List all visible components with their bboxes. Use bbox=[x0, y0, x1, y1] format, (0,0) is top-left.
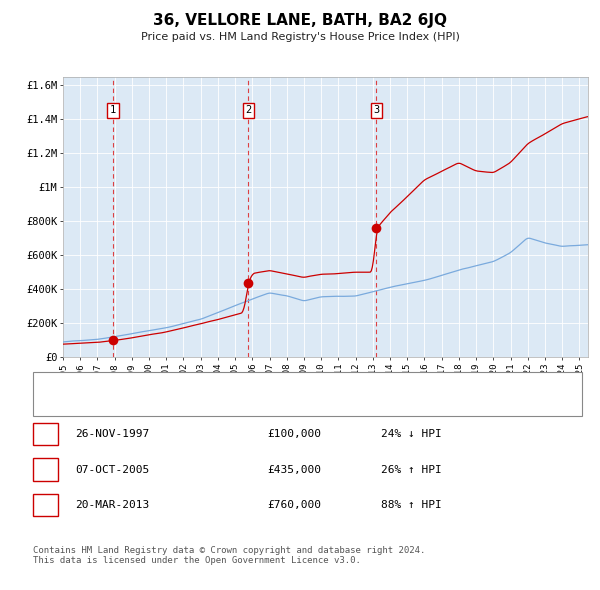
Text: 36, VELLORE LANE, BATH, BA2 6JQ: 36, VELLORE LANE, BATH, BA2 6JQ bbox=[153, 13, 447, 28]
Text: 3: 3 bbox=[373, 106, 380, 115]
Text: 26-NOV-1997: 26-NOV-1997 bbox=[75, 430, 149, 439]
Text: 3: 3 bbox=[42, 500, 49, 510]
Text: 07-OCT-2005: 07-OCT-2005 bbox=[75, 465, 149, 474]
Text: 20-MAR-2013: 20-MAR-2013 bbox=[75, 500, 149, 510]
Text: 24% ↓ HPI: 24% ↓ HPI bbox=[381, 430, 442, 439]
Text: 88% ↑ HPI: 88% ↑ HPI bbox=[381, 500, 442, 510]
Text: Contains HM Land Registry data © Crown copyright and database right 2024.
This d: Contains HM Land Registry data © Crown c… bbox=[33, 546, 425, 565]
Text: 36, VELLORE LANE, BATH, BA2 6JQ (detached house): 36, VELLORE LANE, BATH, BA2 6JQ (detache… bbox=[78, 379, 378, 389]
Text: 2: 2 bbox=[245, 106, 251, 115]
Text: £760,000: £760,000 bbox=[267, 500, 321, 510]
Text: 2: 2 bbox=[42, 465, 49, 474]
Text: 26% ↑ HPI: 26% ↑ HPI bbox=[381, 465, 442, 474]
Text: HPI: Average price, detached house, Bath and North East Somerset: HPI: Average price, detached house, Bath… bbox=[78, 399, 478, 408]
Text: 1: 1 bbox=[42, 430, 49, 439]
Text: 1: 1 bbox=[110, 106, 116, 115]
Text: £100,000: £100,000 bbox=[267, 430, 321, 439]
Text: £435,000: £435,000 bbox=[267, 465, 321, 474]
Text: Price paid vs. HM Land Registry's House Price Index (HPI): Price paid vs. HM Land Registry's House … bbox=[140, 32, 460, 42]
